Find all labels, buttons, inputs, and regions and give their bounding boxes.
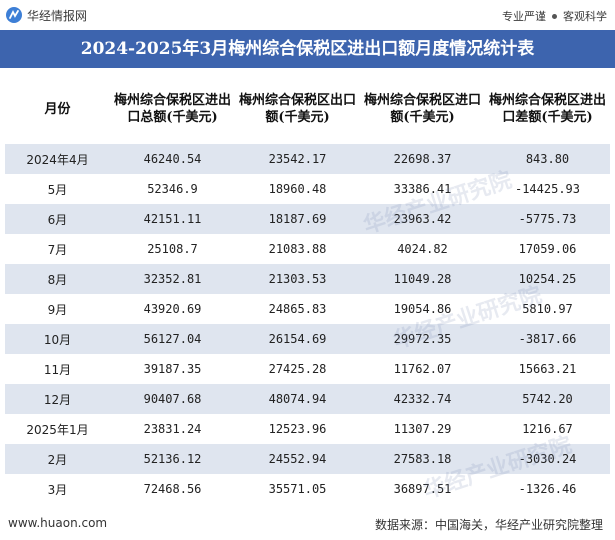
value-cell: 27425.28 — [235, 354, 360, 384]
value-cell: 32352.81 — [110, 264, 235, 294]
value-cell: 23963.42 — [360, 204, 485, 234]
value-cell: -3817.66 — [485, 324, 610, 354]
value-cell: 35571.05 — [235, 474, 360, 504]
month-cell: 3月 — [5, 474, 110, 504]
table-row: 11月 39187.35 27425.28 11762.07 15663.21 — [5, 354, 610, 384]
value-cell: 23831.24 — [110, 414, 235, 444]
table-body: 2024年4月 46240.54 23542.17 22698.37 843.80 5月 5… — [5, 144, 610, 504]
value-cell: -5775.73 — [485, 204, 610, 234]
table-row: 7月 25108.7 21083.88 4024.82 17059.06 — [5, 234, 610, 264]
value-cell: 4024.82 — [360, 234, 485, 264]
table-row: 6月 42151.11 18187.69 23963.42 -5775.73 — [5, 204, 610, 234]
data-source: 数据来源：中国海关，华经产业研究院整理 — [374, 518, 603, 532]
table-row: 3月 72468.56 35571.05 36897.51 -1326.46 — [5, 474, 610, 504]
value-cell: 48074.94 — [235, 384, 360, 414]
value-cell: 24552.94 — [235, 444, 360, 474]
value-cell: 39187.35 — [110, 354, 235, 384]
value-cell: 25108.7 — [110, 234, 235, 264]
top-bar: 华经情报网 专业严谨 客观科学 — [0, 0, 615, 30]
footer: www.huaon.com 数据来源：中国海关，华经产业研究院整理 — [0, 508, 615, 540]
month-cell: 7月 — [5, 234, 110, 264]
value-cell: 33386.41 — [360, 174, 485, 204]
month-cell: 10月 — [5, 324, 110, 354]
column-header: 梅州综合保税区进出口总额(千美元) — [110, 74, 235, 144]
value-cell: 27583.18 — [360, 444, 485, 474]
month-cell: 9月 — [5, 294, 110, 324]
month-cell: 8月 — [5, 264, 110, 294]
value-cell: 11762.07 — [360, 354, 485, 384]
column-header: 梅州综合保税区进出口差额(千美元) — [485, 74, 610, 144]
month-cell: 6月 — [5, 204, 110, 234]
table-row: 8月 32352.81 21303.53 11049.28 10254.25 — [5, 264, 610, 294]
month-cell: 2月 — [5, 444, 110, 474]
value-cell: 10254.25 — [485, 264, 610, 294]
value-cell: 21303.53 — [235, 264, 360, 294]
value-cell: 1216.67 — [485, 414, 610, 444]
value-cell: 22698.37 — [360, 144, 485, 174]
tagline-left: 专业严谨 — [502, 10, 546, 23]
value-cell: 11049.28 — [360, 264, 485, 294]
value-cell: 29972.35 — [360, 324, 485, 354]
column-header: 梅州综合保税区进口额(千美元) — [360, 74, 485, 144]
value-cell: -1326.46 — [485, 474, 610, 504]
value-cell: 42151.11 — [110, 204, 235, 234]
month-cell: 11月 — [5, 354, 110, 384]
value-cell: 72468.56 — [110, 474, 235, 504]
value-cell: 52136.12 — [110, 444, 235, 474]
value-cell: 56127.04 — [110, 324, 235, 354]
month-cell: 12月 — [5, 384, 110, 414]
month-cell: 2024年4月 — [5, 144, 110, 174]
brand[interactable]: 华经情报网 — [6, 6, 87, 24]
table-row: 2024年4月 46240.54 23542.17 22698.37 843.80 — [5, 144, 610, 174]
value-cell: 15663.21 — [485, 354, 610, 384]
brand-name: 华经情报网 — [27, 8, 88, 23]
value-cell: 19054.86 — [360, 294, 485, 324]
table-header-row: 月份 梅州综合保税区进出口总额(千美元) 梅州综合保税区出口额(千美元) 梅州综… — [5, 74, 610, 144]
website-link[interactable]: www.huaon.com — [8, 516, 108, 530]
value-cell: 5742.20 — [485, 384, 610, 414]
value-cell: 18187.69 — [235, 204, 360, 234]
value-cell: -14425.93 — [485, 174, 610, 204]
table-row: 5月 52346.9 18960.48 33386.41 -14425.93 — [5, 174, 610, 204]
month-cell: 5月 — [5, 174, 110, 204]
month-cell: 2025年1月 — [5, 414, 110, 444]
brand-logo-icon — [6, 7, 22, 23]
value-cell: 23542.17 — [235, 144, 360, 174]
tagline-right: 客观科学 — [563, 10, 607, 23]
separator-dot-icon — [552, 13, 557, 19]
value-cell: 11307.29 — [360, 414, 485, 444]
table-row: 2月 52136.12 24552.94 27583.18 -3030.24 — [5, 444, 610, 474]
value-cell: 843.80 — [485, 144, 610, 174]
tagline: 专业严谨 客观科学 — [502, 8, 607, 24]
title-bar: 2024-2025年3月梅州综合保税区进出口额月度情况统计表 — [0, 30, 615, 68]
page-title: 2024-2025年3月梅州综合保税区进出口额月度情况统计表 — [80, 39, 535, 59]
value-cell: 36897.51 — [360, 474, 485, 504]
value-cell: 90407.68 — [110, 384, 235, 414]
value-cell: 24865.83 — [235, 294, 360, 324]
data-table: 月份 梅州综合保税区进出口总额(千美元) 梅州综合保税区出口额(千美元) 梅州综… — [5, 74, 610, 504]
table-row: 12月 90407.68 48074.94 42332.74 5742.20 — [5, 384, 610, 414]
value-cell: 26154.69 — [235, 324, 360, 354]
value-cell: 12523.96 — [235, 414, 360, 444]
value-cell: -3030.24 — [485, 444, 610, 474]
value-cell: 18960.48 — [235, 174, 360, 204]
column-header: 月份 — [5, 74, 110, 144]
table-row: 9月 43920.69 24865.83 19054.86 5810.97 — [5, 294, 610, 324]
value-cell: 52346.9 — [110, 174, 235, 204]
value-cell: 5810.97 — [485, 294, 610, 324]
value-cell: 46240.54 — [110, 144, 235, 174]
value-cell: 43920.69 — [110, 294, 235, 324]
column-header: 梅州综合保税区出口额(千美元) — [235, 74, 360, 144]
table-row: 2025年1月 23831.24 12523.96 11307.29 1216.67 — [5, 414, 610, 444]
value-cell: 42332.74 — [360, 384, 485, 414]
value-cell: 17059.06 — [485, 234, 610, 264]
table-row: 10月 56127.04 26154.69 29972.35 -3817.66 — [5, 324, 610, 354]
value-cell: 21083.88 — [235, 234, 360, 264]
